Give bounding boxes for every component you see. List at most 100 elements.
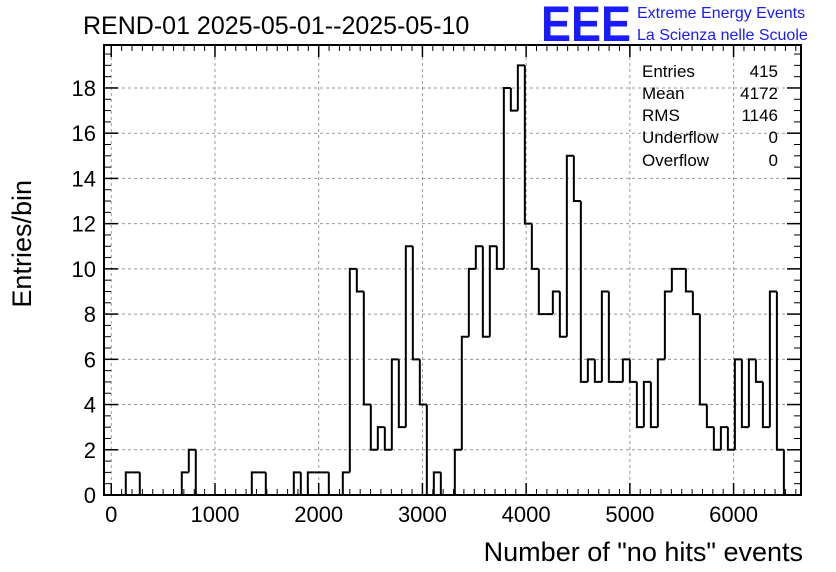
histogram-bin — [124, 471, 133, 495]
histogram-bin — [299, 472, 308, 496]
histogram-bin — [579, 201, 588, 383]
histogram-bin — [670, 267, 679, 292]
histogram-bin — [383, 427, 392, 451]
histogram-bin — [607, 291, 616, 383]
histogram-bin — [551, 290, 560, 315]
logo-line1: Extreme Energy Events — [637, 5, 805, 22]
stats-rms-value: 1146 — [741, 106, 778, 125]
histogram-bin — [509, 87, 518, 112]
histogram-bin — [600, 290, 609, 382]
x-tick-label: 6000 — [709, 502, 758, 527]
histogram-bin — [642, 380, 651, 428]
stats-overflow-label: Overflow — [642, 151, 710, 170]
histogram-bin — [565, 154, 574, 337]
stats-underflow-value: 0 — [769, 128, 778, 147]
logo-mark: EEE — [541, 0, 631, 52]
stats-overflow-value: 0 — [769, 151, 778, 170]
histogram-bin — [705, 404, 714, 429]
histogram-bin — [572, 155, 581, 203]
histogram-bin — [348, 267, 357, 473]
histogram-bin — [432, 471, 441, 495]
histogram-bin — [460, 335, 469, 450]
histogram-bin — [586, 358, 595, 382]
histogram-bin — [523, 65, 532, 225]
histogram-bin — [411, 246, 420, 361]
x-axis-label: Number of "no hits" events — [484, 537, 803, 567]
y-tick-label: 12 — [72, 212, 96, 237]
histogram-bin — [481, 246, 490, 338]
histogram-bin — [719, 426, 728, 450]
histogram-bin — [726, 427, 735, 451]
histogram-bin — [747, 358, 756, 428]
histogram-bin — [194, 449, 203, 496]
y-tick-label: 0 — [84, 483, 96, 508]
histogram-bin — [740, 359, 749, 429]
grid-lines — [104, 45, 801, 495]
plot-frame — [103, 44, 802, 496]
histogram-bin — [502, 86, 511, 269]
histogram-bin — [656, 358, 665, 428]
stats-mean-label: Mean — [642, 84, 685, 103]
histogram-bin — [684, 268, 693, 293]
histogram-bin — [558, 291, 567, 338]
y-tick-label: 10 — [72, 257, 96, 282]
histogram-bin — [628, 359, 637, 383]
histogram-bin — [691, 291, 700, 316]
histogram-bin — [341, 471, 350, 495]
y-tick-label: 14 — [72, 166, 96, 191]
histogram-bin — [250, 471, 259, 495]
histogram-bin — [467, 267, 476, 337]
histogram-bin — [733, 358, 742, 450]
y-tick-label: 2 — [84, 438, 96, 463]
axis-ticks — [104, 45, 801, 496]
histogram-bin — [138, 472, 147, 496]
y-tick-label: 18 — [72, 76, 96, 101]
stats-entries-label: Entries — [642, 62, 695, 81]
histogram-bin — [537, 268, 546, 316]
stats-underflow-label: Underflow — [642, 128, 719, 147]
histogram-bin — [362, 291, 371, 406]
histogram-bin — [474, 245, 483, 269]
y-tick-label: 8 — [84, 302, 96, 327]
histogram-bin — [495, 246, 504, 270]
histogram-bin — [635, 381, 644, 429]
histogram-bin — [180, 471, 189, 495]
histogram-bin — [621, 358, 630, 382]
histogram-bin — [663, 290, 672, 360]
histogram-bin — [376, 426, 385, 450]
stats-rms-label: RMS — [642, 106, 680, 125]
stats-mean-value: 4172 — [740, 84, 778, 103]
histogram-bin — [397, 359, 406, 429]
histogram-bin — [649, 381, 658, 429]
histogram-bin — [712, 427, 721, 451]
histogram-bin — [187, 448, 196, 473]
y-tick-label: 6 — [84, 347, 96, 372]
x-tick-label: 0 — [105, 502, 117, 527]
histogram-bin — [390, 358, 399, 450]
histogram-bin — [775, 291, 784, 451]
histogram-bin — [418, 359, 427, 406]
stats-entries-value: 415 — [750, 62, 778, 81]
histogram-bin — [754, 359, 763, 383]
histogram-bin — [488, 245, 497, 337]
histogram-bin — [327, 472, 336, 496]
x-tick-label: 3000 — [398, 502, 447, 527]
histogram-bin — [516, 64, 525, 111]
histogram-bin — [698, 314, 707, 406]
histogram-bin — [530, 223, 539, 270]
histogram-bin — [369, 404, 378, 451]
y-axis-label: Entries/bin — [7, 180, 37, 308]
histogram-bin — [292, 471, 301, 495]
eee-logo: EEE Extreme Energy Events La Scienza nel… — [541, 0, 808, 52]
y-tick-label: 4 — [84, 393, 96, 418]
histogram-bin — [782, 449, 791, 496]
y-tick-label: 16 — [72, 121, 96, 146]
x-tick-label: 1000 — [191, 502, 240, 527]
x-tick-label: 5000 — [605, 502, 654, 527]
logo-line2: La Scienza nelle Scuole — [637, 27, 808, 44]
x-tick-label: 2000 — [294, 502, 343, 527]
histogram-bin — [439, 472, 448, 496]
histogram-bin — [306, 471, 315, 495]
histogram-bin — [593, 359, 602, 383]
